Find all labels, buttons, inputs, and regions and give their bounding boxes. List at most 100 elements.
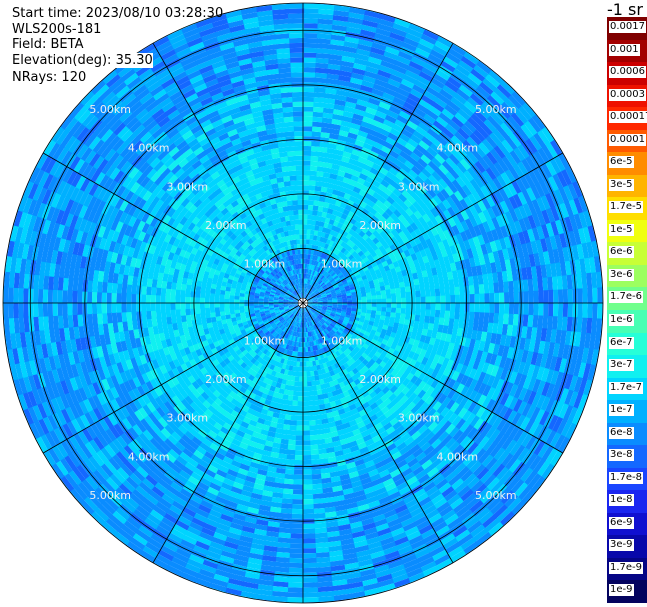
range-gate-cell — [252, 320, 259, 325]
range-gate-cell — [313, 404, 320, 411]
range-gate-cell — [302, 415, 310, 421]
range-gate-cell — [312, 299, 318, 302]
range-gate-cell — [126, 311, 133, 322]
range-gate-cell — [285, 328, 290, 334]
range-gate-cell — [303, 317, 306, 323]
range-gate-cell — [289, 219, 296, 226]
range-gate-cell — [311, 141, 321, 147]
range-gate-cell — [251, 345, 258, 352]
range-gate-cell — [304, 268, 307, 274]
range-gate-cell — [288, 160, 297, 167]
range-gate-cell — [126, 302, 132, 313]
range-gate-cell — [288, 303, 294, 305]
range-gate-cell — [313, 265, 318, 271]
range-gate-cell — [290, 185, 298, 191]
range-gate-cell — [239, 292, 245, 297]
range-gate-cell — [303, 165, 311, 171]
range-gate-cell — [302, 425, 310, 431]
range-gate-cell — [305, 306, 309, 312]
range-gate-cell — [321, 296, 328, 299]
range-gate-cell — [291, 494, 303, 500]
range-gate-cell — [302, 366, 307, 372]
range-gate-cell — [322, 299, 328, 302]
range-gate-cell — [306, 306, 311, 310]
range-gate-cell — [258, 320, 264, 326]
range-gate-cell — [326, 309, 332, 313]
range-gate-cell — [478, 284, 485, 295]
range-gate-cell — [286, 317, 291, 323]
range-gate-cell — [136, 310, 142, 321]
range-gate-cell — [170, 295, 176, 303]
range-gate-cell — [258, 304, 264, 308]
range-gate-cell — [249, 265, 256, 271]
range-gate-cell — [356, 308, 362, 313]
range-gate-cell — [317, 303, 323, 306]
range-gate-cell — [302, 499, 314, 505]
range-gate-cell — [271, 337, 278, 343]
range-gate-cell — [300, 312, 302, 318]
range-gate-cell — [287, 339, 291, 346]
range-gate-cell — [317, 322, 322, 327]
range-gate-cell — [266, 332, 272, 338]
range-gate-cell — [310, 229, 315, 236]
range-gate-cell — [288, 335, 293, 341]
range-gate-cell — [249, 307, 255, 312]
range-gate-cell — [284, 126, 295, 133]
range-gate-cell — [205, 312, 211, 319]
range-gate-cell — [284, 295, 290, 299]
range-gate-cell — [256, 285, 262, 290]
range-gate-cell — [284, 294, 290, 298]
range-gate-cell — [305, 273, 308, 279]
range-gate-cell — [278, 304, 284, 307]
range-gate-cell — [306, 229, 311, 235]
range-gate-cell — [309, 274, 313, 280]
range-gate-cell — [310, 325, 314, 332]
range-gate-cell — [328, 276, 334, 282]
range-gate-cell — [350, 257, 357, 264]
range-gate-cell — [260, 346, 266, 353]
range-gate-cell — [322, 341, 328, 347]
range-gate-cell — [294, 321, 297, 327]
range-gate-cell — [161, 316, 168, 326]
range-gate-cell — [243, 265, 250, 272]
range-gate-cell — [414, 284, 421, 292]
range-gate-cell — [473, 284, 480, 295]
range-gate-cell — [365, 309, 372, 315]
range-gate-cell — [488, 282, 495, 294]
range-gate-cell — [288, 298, 294, 301]
range-gate-cell — [308, 326, 311, 332]
range-gate-cell — [320, 263, 326, 270]
range-gate-cell — [335, 270, 342, 276]
range-gate-cell — [306, 311, 310, 317]
range-gate-cell — [131, 293, 137, 303]
range-gate-cell — [330, 329, 336, 335]
range-gate-cell — [334, 268, 340, 274]
range-gate-cell — [315, 266, 320, 272]
range-gate-cell — [329, 270, 335, 276]
range-gate-cell — [293, 280, 297, 286]
range-gate-cell — [249, 305, 255, 309]
range-gate-cell — [317, 327, 322, 333]
range-gate-cell — [219, 310, 226, 317]
range-gate-cell — [317, 230, 323, 237]
range-gate-cell — [347, 303, 353, 306]
range-gate-cell — [345, 325, 352, 331]
range-gate-cell — [287, 150, 296, 157]
range-gate-cell — [259, 295, 265, 299]
range-gate-cell — [317, 304, 323, 307]
range-gate-cell — [297, 283, 300, 289]
range-gate-cell — [239, 308, 245, 313]
range-gate-cell — [272, 316, 278, 321]
range-gate-cell — [274, 293, 280, 297]
range-gate-cell — [278, 346, 284, 353]
range-gate-cell — [243, 334, 250, 341]
range-gate-cell — [316, 338, 321, 345]
range-gate-cell — [160, 309, 167, 318]
range-gate-cell — [278, 296, 285, 299]
range-gate-cell — [318, 288, 324, 293]
range-gate-cell — [307, 351, 312, 357]
range-gate-cell — [308, 321, 312, 327]
range-gate-cell — [257, 344, 264, 351]
range-gate-cell — [286, 283, 291, 289]
range-gate-cell — [266, 268, 272, 274]
